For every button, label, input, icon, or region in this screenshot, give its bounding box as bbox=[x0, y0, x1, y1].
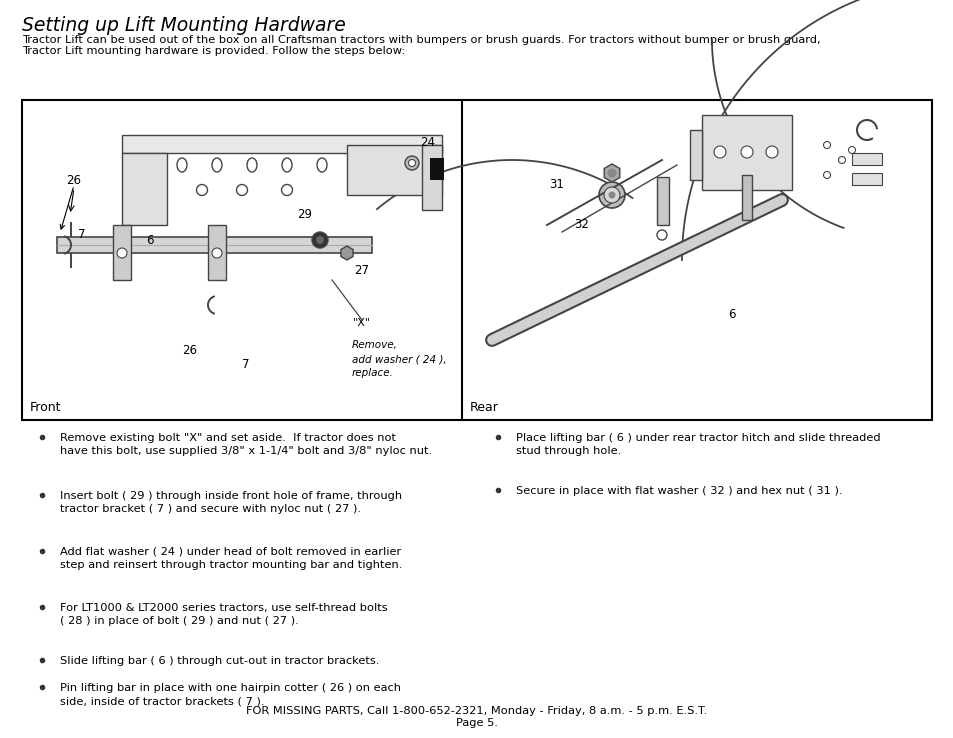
Circle shape bbox=[740, 146, 752, 158]
Circle shape bbox=[196, 184, 208, 196]
Text: Secure in place with flat washer ( 32 ) and hex nut ( 31 ).: Secure in place with flat washer ( 32 ) … bbox=[516, 486, 841, 496]
Text: 31: 31 bbox=[549, 179, 564, 191]
Text: Front: Front bbox=[30, 401, 61, 414]
Text: Slide lifting bar ( 6 ) through cut-out in tractor brackets.: Slide lifting bar ( 6 ) through cut-out … bbox=[60, 656, 379, 666]
Circle shape bbox=[657, 230, 666, 240]
Circle shape bbox=[765, 146, 778, 158]
Text: For LT1000 & LT2000 series tractors, use self-thread bolts: For LT1000 & LT2000 series tractors, use… bbox=[60, 603, 387, 613]
Text: Insert bolt ( 29 ) through inside front hole of frame, through: Insert bolt ( 29 ) through inside front … bbox=[60, 491, 402, 501]
Circle shape bbox=[117, 248, 127, 258]
Text: 32: 32 bbox=[574, 218, 589, 232]
Ellipse shape bbox=[212, 158, 222, 172]
Ellipse shape bbox=[177, 158, 187, 172]
Circle shape bbox=[598, 182, 624, 208]
Circle shape bbox=[608, 191, 615, 199]
Bar bbox=[701, 115, 791, 190]
Text: "X": "X" bbox=[353, 318, 371, 328]
Bar bbox=[122, 135, 441, 153]
Circle shape bbox=[603, 187, 619, 203]
Bar bbox=[57, 237, 372, 253]
Text: tractor bracket ( 7 ) and secure with nyloc nut ( 27 ).: tractor bracket ( 7 ) and secure with ny… bbox=[60, 504, 360, 514]
Text: 26: 26 bbox=[182, 343, 197, 356]
Circle shape bbox=[312, 232, 328, 248]
Bar bbox=[112, 225, 131, 280]
Bar bbox=[22, 100, 931, 420]
Text: stud through hole.: stud through hole. bbox=[516, 446, 620, 456]
Text: FOR MISSING PARTS, Call 1-800-652-2321, Monday - Friday, 8 a.m. - 5 p.m. E.S.T.: FOR MISSING PARTS, Call 1-800-652-2321, … bbox=[246, 706, 707, 716]
Circle shape bbox=[838, 156, 844, 164]
Ellipse shape bbox=[316, 158, 327, 172]
Text: 6: 6 bbox=[146, 233, 153, 246]
Bar bbox=[122, 153, 167, 225]
Circle shape bbox=[607, 168, 616, 178]
Circle shape bbox=[315, 236, 324, 244]
Bar bbox=[347, 145, 441, 195]
Text: Page 5.: Page 5. bbox=[456, 718, 497, 728]
Text: ( 28 ) in place of bolt ( 29 ) and nut ( 27 ).: ( 28 ) in place of bolt ( 29 ) and nut (… bbox=[60, 616, 298, 626]
Text: have this bolt, use supplied 3/8" x 1-1/4" bolt and 3/8" nyloc nut.: have this bolt, use supplied 3/8" x 1-1/… bbox=[60, 446, 432, 456]
Polygon shape bbox=[340, 246, 353, 260]
Text: step and reinsert through tractor mounting bar and tighten.: step and reinsert through tractor mounti… bbox=[60, 560, 402, 570]
Text: Pin lifting bar in place with one hairpin cotter ( 26 ) on each: Pin lifting bar in place with one hairpi… bbox=[60, 683, 400, 693]
Text: side, inside of tractor brackets ( 7 ).: side, inside of tractor brackets ( 7 ). bbox=[60, 696, 264, 706]
Circle shape bbox=[822, 171, 830, 179]
Text: Remove existing bolt "X" and set aside.  If tractor does not: Remove existing bolt "X" and set aside. … bbox=[60, 433, 395, 443]
Text: Add flat washer ( 24 ) under head of bolt removed in earlier: Add flat washer ( 24 ) under head of bol… bbox=[60, 547, 401, 557]
Text: Tractor Lift mounting hardware is provided. Follow the steps below:: Tractor Lift mounting hardware is provid… bbox=[22, 46, 405, 56]
Circle shape bbox=[281, 184, 293, 196]
Circle shape bbox=[236, 184, 247, 196]
Circle shape bbox=[822, 142, 830, 148]
Text: Rear: Rear bbox=[470, 401, 498, 414]
Bar bbox=[430, 158, 443, 180]
Bar bbox=[851, 173, 882, 185]
Bar bbox=[208, 225, 226, 280]
Text: 6: 6 bbox=[727, 308, 735, 322]
Circle shape bbox=[713, 146, 725, 158]
Text: 29: 29 bbox=[297, 209, 313, 221]
Text: Tractor Lift can be used out of the box on all Craftsman tractors with bumpers o: Tractor Lift can be used out of the box … bbox=[22, 35, 820, 45]
Ellipse shape bbox=[247, 158, 256, 172]
Text: 26: 26 bbox=[67, 173, 81, 187]
Polygon shape bbox=[603, 164, 619, 182]
Bar bbox=[851, 153, 882, 165]
Circle shape bbox=[408, 159, 416, 167]
Text: 7: 7 bbox=[242, 359, 250, 371]
Circle shape bbox=[405, 156, 418, 170]
Bar bbox=[741, 175, 751, 220]
Text: Place lifting bar ( 6 ) under rear tractor hitch and slide threaded: Place lifting bar ( 6 ) under rear tract… bbox=[516, 433, 880, 443]
Text: Setting up Lift Mounting Hardware: Setting up Lift Mounting Hardware bbox=[22, 16, 345, 35]
Circle shape bbox=[212, 248, 222, 258]
Text: Remove,
add washer ( 24 ),
replace.: Remove, add washer ( 24 ), replace. bbox=[352, 340, 446, 378]
Bar bbox=[421, 145, 441, 210]
Circle shape bbox=[847, 147, 855, 154]
Text: 24: 24 bbox=[419, 136, 435, 148]
Ellipse shape bbox=[282, 158, 292, 172]
Bar bbox=[689, 130, 701, 180]
Text: 27: 27 bbox=[355, 263, 369, 277]
Bar bbox=[657, 177, 668, 225]
Text: 7: 7 bbox=[78, 229, 86, 241]
